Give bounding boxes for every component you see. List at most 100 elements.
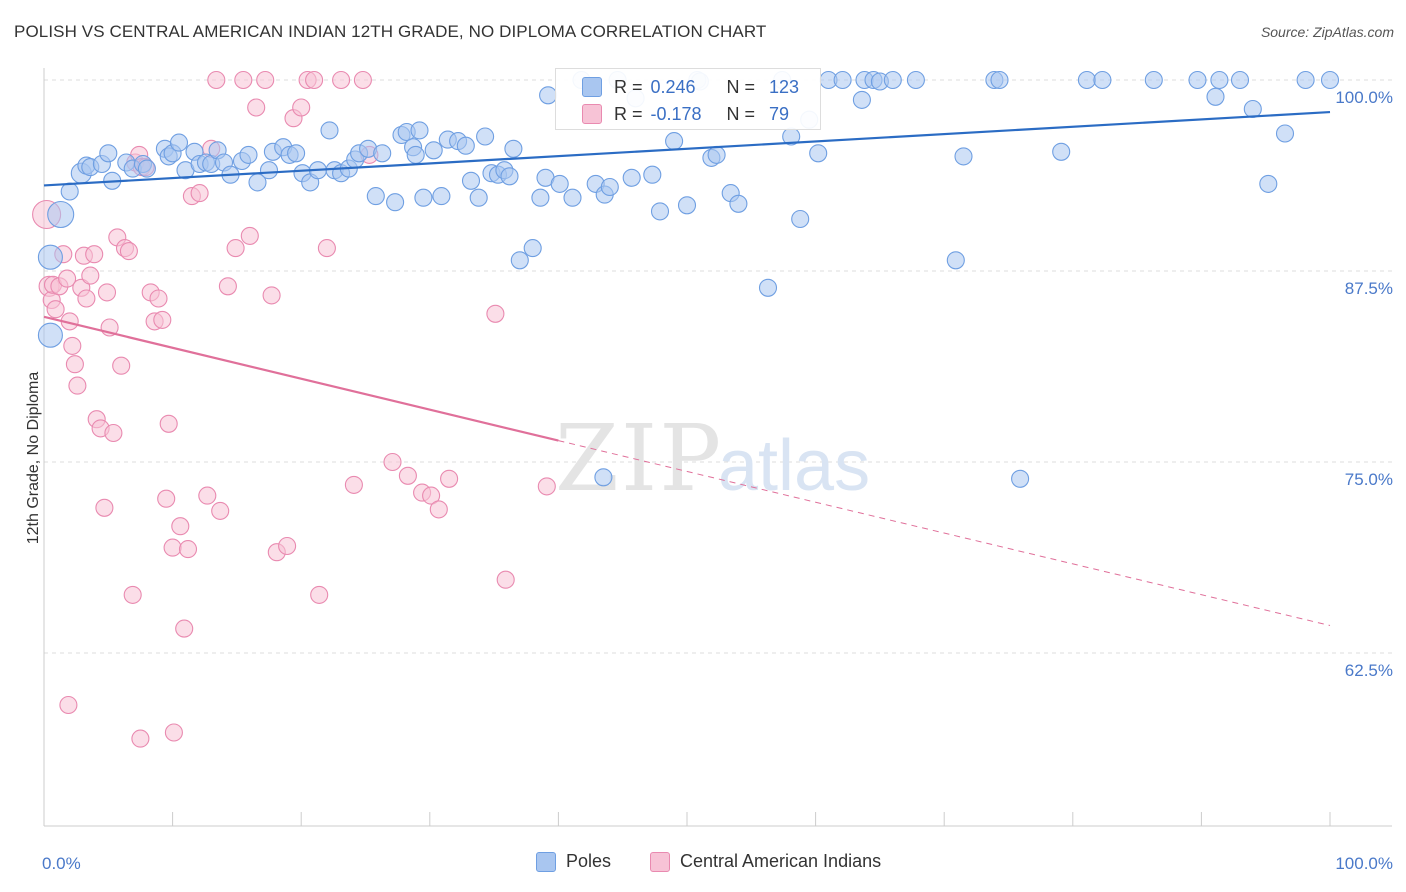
point-central-american-indians xyxy=(119,242,138,261)
y-tick-label: 75.0% xyxy=(1345,470,1393,489)
axes xyxy=(43,68,1392,827)
point-poles xyxy=(665,132,684,151)
point-central-american-indians xyxy=(429,500,448,519)
point-central-american-indians xyxy=(226,239,245,258)
point-poles xyxy=(259,161,279,180)
point-central-american-indians xyxy=(59,695,78,715)
point-poles xyxy=(946,251,965,270)
point-poles xyxy=(1275,124,1295,143)
point-central-american-indians xyxy=(292,98,311,117)
y-axis-label: 12th Grade, No Diploma xyxy=(25,372,42,545)
point-poles xyxy=(47,200,75,229)
legend-item-central-american-indians[interactable]: Central American Indians xyxy=(650,851,881,872)
point-central-american-indians xyxy=(81,266,100,285)
point-central-american-indians xyxy=(332,70,351,90)
trend-line-poles xyxy=(43,110,1331,187)
point-central-american-indians xyxy=(112,356,131,375)
source-label: Source: ZipAtlas.com xyxy=(1260,24,1394,40)
point-central-american-indians xyxy=(211,501,230,520)
point-central-american-indians xyxy=(153,310,172,329)
point-poles xyxy=(563,188,582,207)
chart-title: POLISH VS CENTRAL AMERICAN INDIAN 12TH G… xyxy=(14,22,767,41)
point-central-american-indians xyxy=(97,283,117,302)
point-central-american-indians xyxy=(496,570,515,589)
point-central-american-indians xyxy=(58,269,77,288)
point-central-american-indians xyxy=(383,452,402,472)
point-central-american-indians xyxy=(422,486,441,505)
point-poles xyxy=(60,182,79,201)
stats-n-value: 123 xyxy=(769,76,800,97)
point-central-american-indians xyxy=(207,70,226,90)
point-poles xyxy=(137,159,156,178)
stats-swatch-poles xyxy=(582,77,602,97)
x-tick-label: 100.0% xyxy=(1335,854,1393,873)
point-central-american-indians xyxy=(398,466,417,485)
trend-line-central-american-indians xyxy=(43,315,559,442)
point-poles xyxy=(320,121,339,140)
point-central-american-indians xyxy=(486,304,505,323)
stats-swatch-central-american-indians xyxy=(582,104,602,124)
point-central-american-indians xyxy=(163,538,182,557)
point-poles xyxy=(366,187,385,206)
point-central-american-indians xyxy=(440,469,459,488)
legend-label-central-american-indians: Central American Indians xyxy=(680,851,882,871)
tick-labels: 100.0% 87.5% 75.0% 62.5% 0.0% 100.0% xyxy=(42,88,1393,873)
point-poles xyxy=(37,244,63,270)
point-central-american-indians xyxy=(149,289,168,308)
point-poles xyxy=(622,168,641,187)
legend-item-poles[interactable]: Poles xyxy=(536,851,611,872)
point-poles xyxy=(1243,99,1262,119)
point-poles xyxy=(1210,70,1229,90)
point-central-american-indians xyxy=(305,70,324,90)
point-poles xyxy=(677,196,697,215)
point-poles xyxy=(1077,70,1096,90)
stats-n-label: N = xyxy=(726,76,756,97)
y-tick-label: 100.0% xyxy=(1335,88,1393,107)
point-central-american-indians xyxy=(190,184,209,203)
point-central-american-indians xyxy=(175,619,194,638)
point-poles xyxy=(906,70,925,90)
point-poles xyxy=(1259,174,1278,193)
y-tick-label: 87.5% xyxy=(1345,279,1393,298)
point-central-american-indians xyxy=(123,585,142,604)
point-central-american-indians xyxy=(159,414,178,433)
point-central-american-indians xyxy=(178,540,198,559)
point-poles xyxy=(758,278,778,297)
stats-row-poles: R = 0.246 N = 123 xyxy=(582,74,800,100)
point-poles xyxy=(1230,70,1250,90)
point-central-american-indians xyxy=(157,489,176,508)
point-central-american-indians xyxy=(68,376,87,395)
stats-r-label: R = xyxy=(614,76,643,97)
point-poles xyxy=(1320,70,1340,90)
watermark: ZIP atlas xyxy=(555,405,870,512)
point-poles xyxy=(707,145,726,164)
point-central-american-indians xyxy=(65,355,84,374)
point-central-american-indians xyxy=(256,70,275,90)
point-poles xyxy=(461,171,481,190)
point-poles xyxy=(550,174,569,193)
watermark-atlas: atlas xyxy=(718,426,870,506)
chart-legend: Poles Central American Indians xyxy=(0,851,1406,877)
point-central-american-indians xyxy=(77,289,96,308)
point-poles xyxy=(1188,70,1207,90)
point-poles xyxy=(500,167,519,186)
point-poles xyxy=(504,139,523,158)
point-central-american-indians xyxy=(344,475,363,494)
trend-lines xyxy=(43,110,1331,626)
point-central-american-indians xyxy=(310,585,329,604)
point-poles xyxy=(239,145,258,164)
point-central-american-indians xyxy=(537,477,556,496)
point-poles xyxy=(386,193,405,212)
stats-n-label: N = xyxy=(726,103,756,124)
point-poles xyxy=(954,147,973,166)
point-poles xyxy=(432,187,451,206)
stats-r-label: R = xyxy=(614,103,643,124)
point-poles xyxy=(476,127,495,146)
point-central-american-indians xyxy=(317,239,336,258)
legend-swatch-central-american-indians xyxy=(650,851,670,872)
point-central-american-indians xyxy=(278,536,297,556)
point-poles xyxy=(990,70,1009,90)
point-poles xyxy=(852,90,871,109)
point-poles xyxy=(531,188,550,207)
